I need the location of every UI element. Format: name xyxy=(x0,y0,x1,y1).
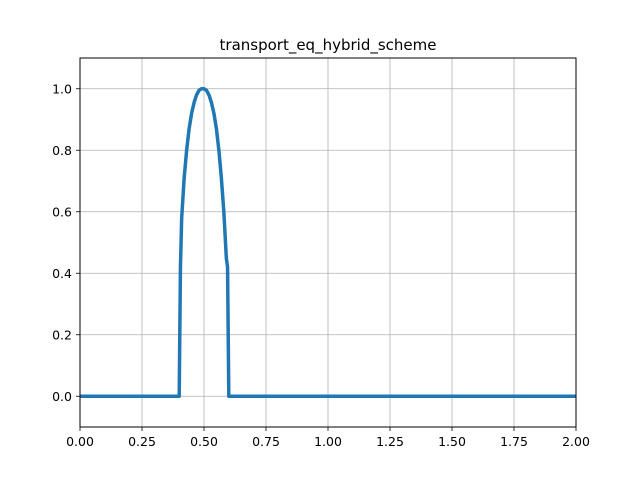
x-tick-label: 0.75 xyxy=(252,434,280,449)
x-tick-label: 1.75 xyxy=(500,434,528,449)
series-layer xyxy=(80,87,576,398)
grid xyxy=(79,58,577,427)
chart-title: transport_eq_hybrid_scheme xyxy=(220,36,437,55)
x-tick-label: 0.25 xyxy=(128,434,156,449)
x-tick-label: 1.25 xyxy=(376,434,404,449)
y-axis: 0.0 0.2 0.4 0.6 0.8 1.0 xyxy=(52,81,80,404)
x-tick-label: 0.00 xyxy=(66,434,94,449)
series-line xyxy=(80,87,576,398)
x-axis: 0.00 0.25 0.50 0.75 1.00 1.25 1.50 1.75 2.00 xyxy=(66,427,590,449)
x-tick-label: 1.00 xyxy=(314,434,342,449)
x-tick-label: 1.50 xyxy=(438,434,466,449)
y-tick-label: 0.8 xyxy=(52,143,72,158)
y-tick-label: 0.6 xyxy=(52,204,72,219)
y-tick-label: 0.4 xyxy=(52,266,72,281)
x-tick-label: 0.50 xyxy=(190,434,218,449)
y-tick-label: 1.0 xyxy=(52,81,72,96)
y-tick-label: 0.2 xyxy=(52,327,72,342)
y-tick-label: 0.0 xyxy=(52,389,72,404)
x-tick-label: 2.00 xyxy=(562,434,590,449)
